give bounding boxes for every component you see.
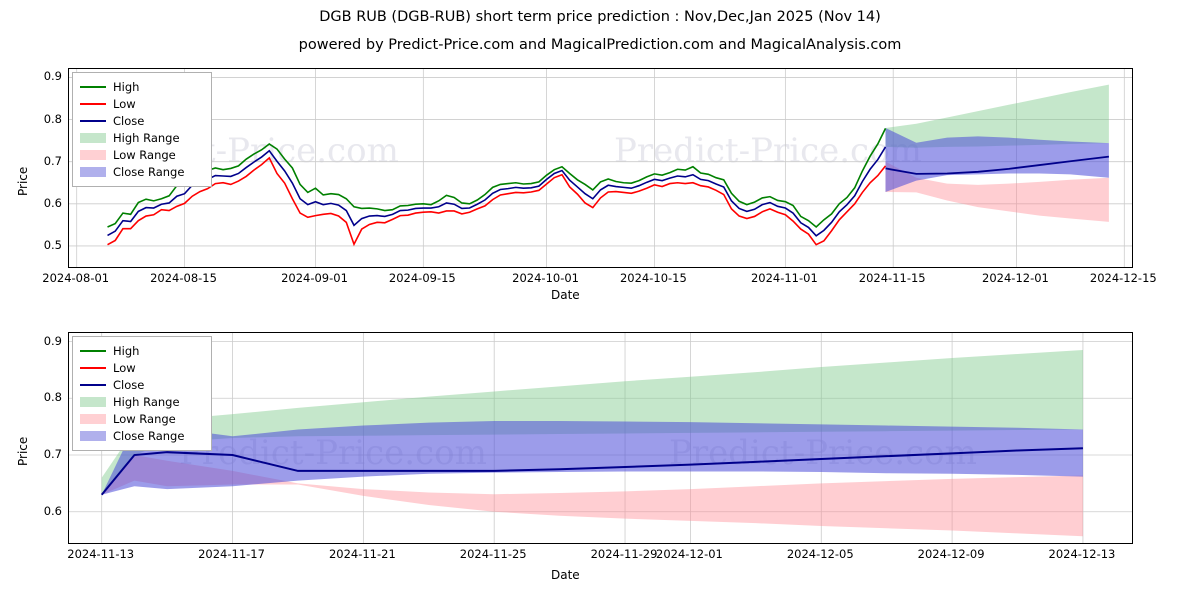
x-tick-label: 2024-12-05 (786, 547, 854, 561)
y-tick-label: 0.6 (43, 195, 62, 210)
y-tick-label: 0.7 (43, 447, 62, 462)
y-tick-label: 0.8 (43, 390, 62, 405)
y-tick-label: 0.5 (43, 237, 62, 252)
legend-entry-high-range: High Range (80, 393, 203, 410)
x-tick-label: 2024-08-01 (42, 271, 110, 285)
legend-label: Low Range (113, 147, 176, 162)
legend-swatch-icon (80, 132, 106, 143)
x-tick-label: 2024-11-17 (198, 547, 265, 561)
legend-entry-close: Close (80, 112, 203, 129)
x-tick-label: 2024-12-01 (656, 547, 723, 561)
top-chart-panel: Predict-Price.com Predict-Price.com 0.5 0… (0, 56, 1200, 310)
x-tick-label: 2024-11-21 (328, 547, 396, 561)
legend-swatch-icon (80, 430, 106, 441)
x-tick-label: 2024-12-13 (1048, 547, 1116, 561)
legend-label: High Range (113, 130, 180, 145)
legend-entry-high-range: High Range (80, 129, 203, 146)
y-tick-label: 0.9 (43, 69, 62, 84)
x-tick-label: 2024-11-13 (67, 547, 135, 561)
legend-swatch-icon (80, 345, 106, 356)
legend-swatch-icon (80, 379, 106, 390)
legend-entry-close-range: Close Range (80, 427, 203, 444)
legend-entry-close-range: Close Range (80, 163, 203, 180)
legend-swatch-icon (80, 362, 106, 373)
y-tick-label: 0.8 (43, 111, 62, 126)
y-tick-label: 0.6 (43, 503, 62, 518)
x-tick-label: 2024-11-25 (459, 547, 527, 561)
bottom-plot-area: Predict-Price.com Predict-Price.com (68, 332, 1133, 544)
legend-label: Low (113, 96, 136, 111)
top-chart-svg (69, 69, 1132, 267)
x-tick-label: 2024-10-15 (619, 271, 687, 285)
legend-entry-close: Close (80, 376, 203, 393)
header-block: DGB RUB (DGB-RUB) short term price predi… (0, 0, 1200, 55)
legend-entry-high: High (80, 342, 203, 359)
page-subtitle: powered by Predict-Price.com and Magical… (298, 37, 902, 53)
y-tick-label: 0.7 (43, 153, 62, 168)
legend-entry-low-range: Low Range (80, 410, 203, 427)
legend-entry-low: Low (80, 359, 203, 376)
legend-label: High Range (113, 394, 180, 409)
bottom-legend: High Low Close High Range Low Range Close Ran… (72, 336, 212, 451)
page-title: DGB RUB (DGB-RUB) short term price predi… (319, 9, 881, 25)
legend-swatch-icon (80, 115, 106, 126)
legend-label: Low Range (113, 411, 176, 426)
x-tick-label: 2024-09-01 (281, 271, 348, 285)
legend-label: Close Range (113, 428, 185, 443)
legend-entry-low: Low (80, 95, 203, 112)
top-legend: High Low Close High Range Low Range Close Ran… (72, 72, 212, 187)
legend-label: Close (113, 377, 145, 392)
bottom-y-axis-label: Price (16, 436, 30, 466)
legend-entry-high: High (80, 78, 203, 95)
top-x-axis-label: Date (551, 288, 580, 302)
x-tick-label: 2024-12-01 (982, 271, 1049, 285)
x-tick-label: 2024-08-15 (150, 271, 217, 285)
legend-label: High (113, 79, 140, 94)
x-tick-label: 2024-10-01 (512, 271, 579, 285)
legend-label: Close (113, 113, 145, 128)
top-plot-area: Predict-Price.com Predict-Price.com (68, 68, 1133, 268)
x-tick-label: 2024-12-15 (1089, 271, 1157, 285)
legend-label: Close Range (113, 164, 185, 179)
legend-label: High (113, 343, 140, 358)
legend-swatch-icon (80, 149, 106, 160)
legend-swatch-icon (80, 98, 106, 109)
bottom-chart-svg (69, 333, 1132, 543)
legend-entry-low-range: Low Range (80, 146, 203, 163)
x-tick-label: 2024-12-09 (917, 547, 985, 561)
x-tick-label: 2024-11-29 (590, 547, 658, 561)
top-y-axis-label: Price (16, 166, 30, 196)
x-tick-label: 2024-09-15 (388, 271, 456, 285)
x-tick-label: 2024-11-01 (750, 271, 818, 285)
legend-swatch-icon (80, 396, 106, 407)
legend-swatch-icon (80, 413, 106, 424)
legend-swatch-icon (80, 81, 106, 92)
bottom-chart-panel: Predict-Price.com Predict-Price.com 0.6 0… (0, 320, 1200, 600)
legend-swatch-icon (80, 166, 106, 177)
legend-label: Low (113, 360, 136, 375)
x-tick-label: 2024-11-15 (858, 271, 926, 285)
bottom-x-axis-label: Date (551, 568, 580, 582)
y-tick-label: 0.9 (43, 333, 62, 348)
